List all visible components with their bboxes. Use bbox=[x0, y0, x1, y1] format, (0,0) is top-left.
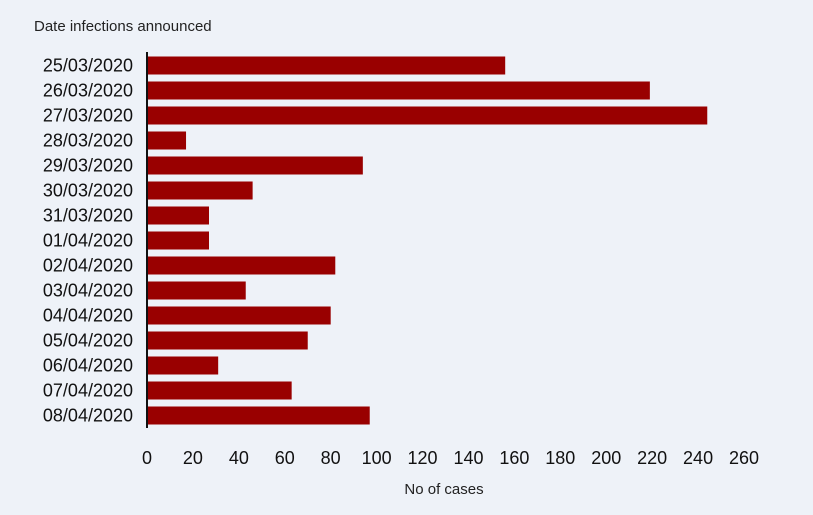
bar bbox=[147, 56, 506, 75]
bar bbox=[147, 256, 336, 275]
bar bbox=[147, 406, 370, 425]
category-labels: 25/03/2020 26/03/2020 27/03/2020 28/03/2020… bbox=[43, 56, 133, 426]
bar bbox=[147, 206, 209, 225]
x-tick-label: 220 bbox=[637, 448, 667, 468]
bar bbox=[147, 181, 253, 200]
x-tick-label: 80 bbox=[321, 448, 341, 468]
bar bbox=[147, 381, 292, 400]
category-label: 07/04/2020 bbox=[43, 381, 133, 401]
x-tick-label: 140 bbox=[453, 448, 483, 468]
bar bbox=[147, 356, 219, 375]
category-label: 31/03/2020 bbox=[43, 206, 133, 226]
bar bbox=[147, 131, 187, 150]
x-tick-label: 160 bbox=[499, 448, 529, 468]
x-tick-label: 180 bbox=[545, 448, 575, 468]
bar bbox=[147, 156, 363, 175]
bar bbox=[147, 106, 708, 125]
x-axis-title: No of cases bbox=[404, 481, 483, 498]
bar bbox=[147, 306, 331, 325]
category-label: 05/04/2020 bbox=[43, 331, 133, 351]
category-label: 02/04/2020 bbox=[43, 256, 133, 276]
category-label: 06/04/2020 bbox=[43, 356, 133, 376]
category-label: 30/03/2020 bbox=[43, 181, 133, 201]
bar bbox=[147, 231, 209, 250]
category-label: 01/04/2020 bbox=[43, 231, 133, 251]
bars-group bbox=[147, 56, 708, 425]
x-tick-label: 20 bbox=[183, 448, 203, 468]
x-tick-label: 40 bbox=[229, 448, 249, 468]
category-label: 27/03/2020 bbox=[43, 106, 133, 126]
bar bbox=[147, 331, 308, 350]
x-tick-label: 260 bbox=[729, 448, 759, 468]
category-label: 28/03/2020 bbox=[43, 131, 133, 151]
category-label: 29/03/2020 bbox=[43, 156, 133, 176]
category-label: 25/03/2020 bbox=[43, 56, 133, 76]
x-tick-label: 240 bbox=[683, 448, 713, 468]
category-label: 26/03/2020 bbox=[43, 81, 133, 101]
x-tick-label: 120 bbox=[408, 448, 438, 468]
x-tick-label: 200 bbox=[591, 448, 621, 468]
bar bbox=[147, 81, 650, 100]
x-tick-label: 100 bbox=[362, 448, 392, 468]
bar bbox=[147, 281, 246, 300]
category-label: 04/04/2020 bbox=[43, 306, 133, 326]
x-tick-label: 60 bbox=[275, 448, 295, 468]
y-axis-title: Date infections announced bbox=[34, 18, 212, 35]
category-label: 08/04/2020 bbox=[43, 406, 133, 426]
category-label: 03/04/2020 bbox=[43, 281, 133, 301]
x-tick-label: 0 bbox=[142, 448, 152, 468]
x-tick-labels: 0 20 40 60 80 100 120 140 160 180 200 220 240 260 bbox=[142, 448, 759, 468]
